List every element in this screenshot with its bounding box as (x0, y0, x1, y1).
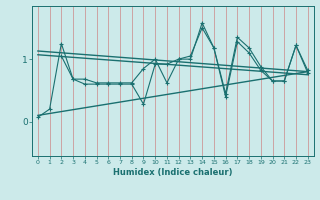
X-axis label: Humidex (Indice chaleur): Humidex (Indice chaleur) (113, 168, 233, 177)
